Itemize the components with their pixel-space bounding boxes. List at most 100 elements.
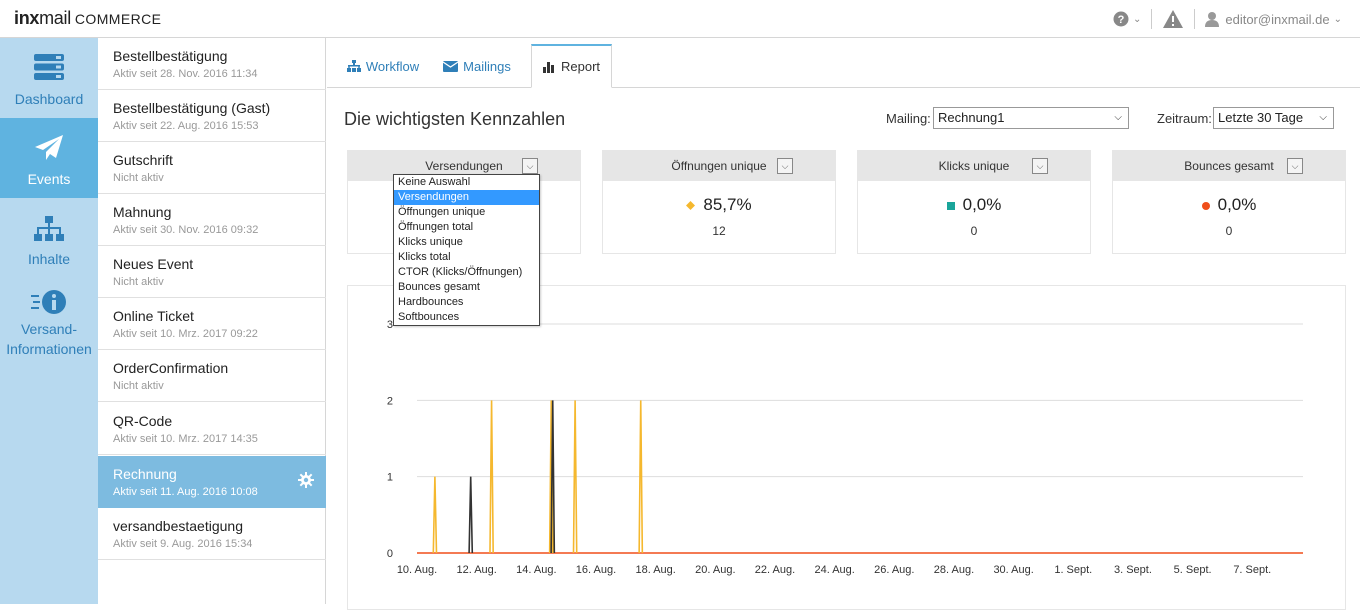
event-title: versandbestaetigung (113, 518, 243, 534)
dropdown-option[interactable]: Klicks unique (398, 236, 463, 248)
line-chart: 0 1 2 3 10. Aug. 12. Aug. 14. Aug. 16. Aug. 18. … (387, 319, 1303, 576)
tab-label: Report (560, 59, 601, 74)
nav-label: Dashboard (14, 91, 84, 107)
list-item[interactable]: Bestellbestätigung Aktiv seit 28. Nov. 20… (98, 38, 326, 90)
x-tick-label: 16. Aug. (576, 564, 616, 576)
list-item[interactable]: Gutschrift Nicht aktiv (98, 142, 326, 194)
kpi-value: 0,0% (962, 195, 1002, 214)
kpi-card-title: Öffnungen unique (603, 151, 835, 181)
y-tick-label: 2 (387, 395, 393, 407)
logo-suffix: COMMERCE (74, 11, 162, 27)
zeitraum-select[interactable]: Letzte 30 Tage ⌵ (1213, 107, 1334, 129)
warning-icon (1163, 10, 1184, 28)
divider (1151, 9, 1153, 29)
chevron-down-icon[interactable]: ⌵ (777, 158, 793, 174)
kpi-count: 12 (712, 224, 726, 238)
chevron-down-icon: ⌄ (1132, 13, 1142, 25)
event-status: Aktiv seit 30. Nov. 2016 09:32 (113, 224, 259, 236)
dropdown-option-selected[interactable]: Versendungen (394, 190, 539, 205)
chevron-down-icon[interactable]: ⌵ (1287, 158, 1303, 174)
dashboard-icon (34, 54, 64, 80)
mailing-label: Mailing: (886, 111, 931, 126)
help-menu[interactable]: ? ⌄ (1103, 11, 1151, 27)
list-item[interactable]: Bestellbestätigung (Gast) Aktiv seit 22. … (98, 90, 326, 142)
nav-label-line1: Versand- (20, 321, 78, 337)
chevron-down-icon: ⌵ (1319, 112, 1327, 123)
user-icon (1205, 12, 1220, 27)
svg-text:?: ? (1118, 14, 1125, 26)
mailing-select[interactable]: Rechnung1 ⌵ (933, 107, 1129, 129)
event-status: Aktiv seit 28. Nov. 2016 11:34 (113, 68, 258, 80)
list-item[interactable]: Online Ticket Aktiv seit 10. Mrz. 2017 09… (98, 298, 326, 350)
paper-plane-icon (35, 135, 63, 160)
chevron-down-icon[interactable]: ⌵ (522, 158, 538, 174)
event-title: QR-Code (113, 413, 173, 429)
event-title: Online Ticket (113, 308, 194, 324)
tab-mailings[interactable]: Mailings (437, 44, 517, 88)
x-tick-label: 24. Aug. (814, 564, 854, 576)
event-title: Gutschrift (113, 152, 173, 168)
dropdown-option[interactable]: Klicks total (398, 251, 451, 263)
dropdown-option[interactable]: CTOR (Klicks/Öffnungen) (398, 266, 523, 278)
list-item[interactable]: Neues Event Nicht aktiv (98, 246, 326, 298)
event-title: OrderConfirmation (113, 360, 229, 376)
list-item-selected[interactable]: Rechnung Aktiv seit 11. Aug. 2016 10:08 (98, 456, 326, 508)
kpi-metric-dropdown[interactable]: Keine Auswahl Versendungen Öffnungen uni… (393, 174, 540, 326)
nav-label: Inhalte (27, 251, 71, 267)
user-menu[interactable]: editor@inxmail.de ⌄ (1195, 11, 1352, 27)
kpi-card-klicks: Klicks unique ⌵ 0,0% 0 (857, 150, 1091, 254)
kpi-card-bounces: Bounces gesamt ⌵ 0,0% 0 (1112, 150, 1346, 254)
main-navigation: Dashboard Events Inhalte Versand- Inform… (0, 38, 98, 604)
list-item[interactable]: OrderConfirmation Nicht aktiv (98, 350, 326, 402)
chevron-down-icon[interactable]: ⌵ (1032, 158, 1048, 174)
kpi-value-row: 0,0% (1113, 195, 1345, 215)
kpi-count: 0 (970, 224, 978, 238)
x-tick-label: 28. Aug. (934, 564, 974, 576)
nav-dashboard[interactable]: Dashboard (0, 38, 98, 118)
alerts-button[interactable] (1152, 9, 1194, 29)
help-icon: ? (1113, 11, 1129, 27)
nav-inhalte[interactable]: Inhalte (0, 198, 98, 278)
divider (1194, 9, 1196, 29)
dropdown-option[interactable]: Keine Auswahl (398, 176, 471, 188)
chart-container: 0 1 2 3 10. Aug. 12. Aug. 14. Aug. 16. Aug. 18. … (347, 285, 1346, 610)
kpi-count: 0 (1225, 224, 1233, 238)
y-tick-label: 1 (387, 472, 393, 484)
dropdown-option[interactable]: Öffnungen unique (398, 206, 486, 218)
kpi-card-title: Klicks unique (858, 151, 1090, 181)
dropdown-option[interactable]: Hardbounces (398, 296, 464, 308)
dropdown-option[interactable]: Bounces gesamt (398, 281, 480, 293)
nav-label: Events (27, 171, 71, 187)
nav-events[interactable]: Events (0, 118, 98, 198)
x-tick-label: 26. Aug. (874, 564, 914, 576)
x-tick-label: 22. Aug. (755, 564, 795, 576)
user-email: editor@inxmail.de (1225, 11, 1330, 27)
logo-part-mail: mail (39, 8, 71, 28)
y-tick-label: 0 (387, 548, 393, 560)
event-status: Aktiv seit 10. Mrz. 2017 14:35 (113, 433, 258, 445)
dropdown-option[interactable]: Softbounces (398, 311, 460, 323)
event-status: Aktiv seit 9. Aug. 2016 15:34 (113, 538, 253, 550)
event-title: Rechnung (113, 466, 177, 482)
mailing-select-value: Rechnung1 (938, 110, 1005, 125)
tab-report[interactable]: Report (531, 44, 612, 88)
top-bar: inxmail COMMERCE ? ⌄ editor@inxmail.de ⌄ (0, 0, 1360, 38)
x-tick-label: 3. Sept. (1114, 564, 1152, 576)
gear-icon[interactable] (298, 472, 314, 488)
nav-versand-informationen[interactable]: Versand- Informationen (0, 278, 98, 368)
list-item[interactable]: versandbestaetigung Aktiv seit 9. Aug. 20… (98, 508, 326, 560)
event-status: Aktiv seit 22. Aug. 2016 15:53 (113, 120, 259, 132)
list-item[interactable]: QR-Code Aktiv seit 10. Mrz. 2017 14:35 (98, 403, 326, 455)
app-logo[interactable]: inxmail COMMERCE (14, 8, 161, 29)
logo-part-bold: inx (14, 8, 40, 28)
zeitraum-label: Zeitraum: (1157, 111, 1212, 126)
tab-label: Mailings (463, 58, 511, 74)
list-item[interactable]: Mahnung Aktiv seit 30. Nov. 2016 09:32 (98, 194, 326, 246)
x-tick-label: 7. Sept. (1233, 564, 1271, 576)
series-spike (572, 400, 578, 554)
dropdown-option[interactable]: Öffnungen total (398, 221, 474, 233)
tab-workflow[interactable]: Workflow (343, 44, 423, 88)
x-tick-label: 1. Sept. (1054, 564, 1092, 576)
x-tick-label: 14. Aug. (516, 564, 556, 576)
diamond-icon (686, 201, 696, 211)
